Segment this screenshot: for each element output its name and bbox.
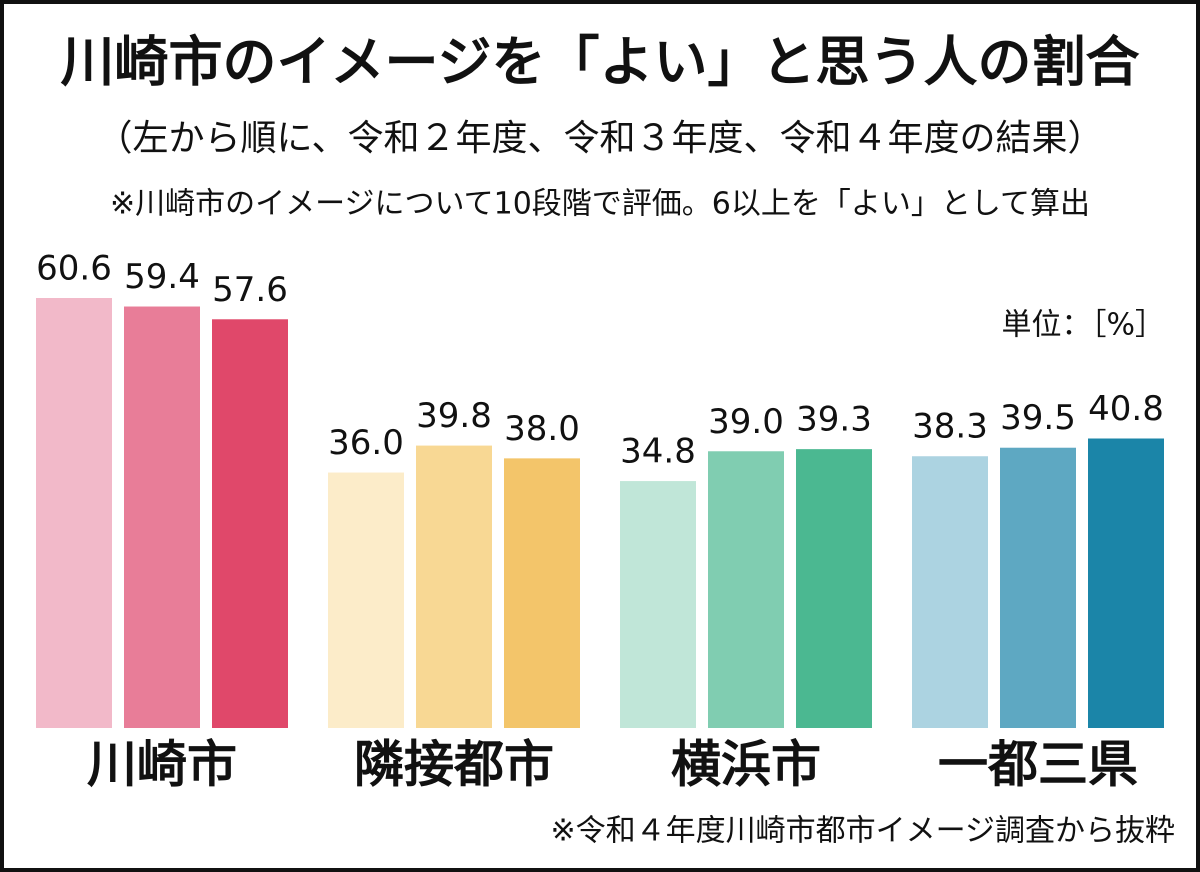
chart-subtitle: （左から順に、令和２年度、令和３年度、令和４年度の結果） <box>97 118 1104 159</box>
value-label: 39.8 <box>416 396 492 436</box>
bar <box>36 298 112 728</box>
bar <box>1088 438 1164 728</box>
value-label: 57.6 <box>212 270 288 310</box>
value-label: 38.0 <box>504 409 580 449</box>
bar <box>504 458 580 728</box>
bar <box>212 319 288 728</box>
value-label: 59.4 <box>124 257 200 297</box>
value-label: 34.8 <box>620 432 696 472</box>
bar <box>912 456 988 728</box>
bar <box>620 481 696 728</box>
chart-title: 川崎市のイメージを「よい」と思う人の割合 <box>61 31 1140 94</box>
category-label: 横浜市 <box>671 736 821 794</box>
value-label: 40.8 <box>1088 389 1164 429</box>
value-label: 39.3 <box>796 400 872 440</box>
bar <box>124 306 200 728</box>
bar <box>328 472 404 728</box>
value-label: 60.6 <box>36 249 112 289</box>
value-label: 39.5 <box>1000 398 1076 438</box>
chart-note: ※川崎市のイメージについて10段階で評価。6以上を「よい」として算出 <box>110 187 1090 222</box>
bar <box>416 445 492 728</box>
bar <box>708 451 784 728</box>
value-label: 38.3 <box>912 407 988 447</box>
source-note: ※令和４年度川崎市都市イメージ調査から抜粋 <box>550 814 1175 849</box>
bar <box>796 449 872 728</box>
bar <box>1000 447 1076 728</box>
category-label: 隣接都市 <box>354 736 554 794</box>
category-label: 一都三県 <box>938 736 1138 794</box>
unit-label: 単位：［%］ <box>1001 308 1165 343</box>
value-label: 36.0 <box>328 423 404 463</box>
category-label: 川崎市 <box>87 736 237 794</box>
value-label: 39.0 <box>708 402 784 442</box>
